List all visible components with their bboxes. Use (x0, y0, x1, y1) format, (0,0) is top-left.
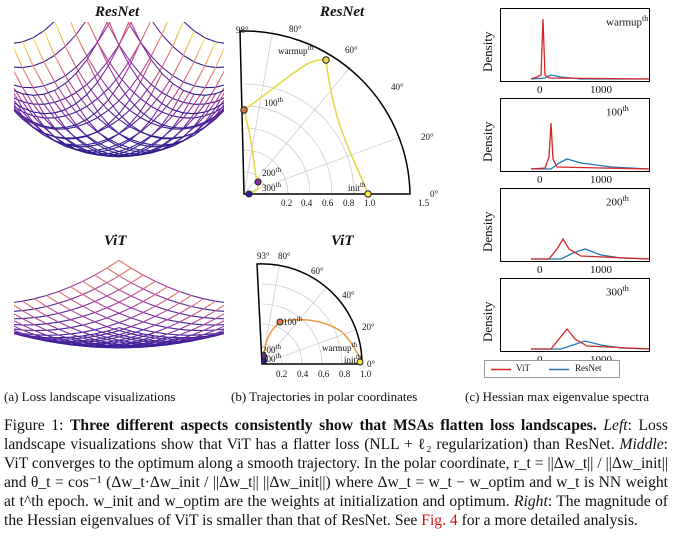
x-tick-1000: 1000 (590, 264, 612, 276)
polar-top-rtick-0.4: 0.4 (301, 198, 313, 208)
hessian-subplot-label: 300th (606, 284, 629, 299)
polar-bot-rtick-0.4: 0.4 (297, 369, 309, 379)
vit-density-curve (530, 122, 649, 170)
caption-bold: Three different aspects consistently sho… (70, 417, 597, 434)
hessian-subplot (500, 8, 650, 82)
polar-top-label-100: 100th (264, 96, 283, 108)
resnet-polar-plot (239, 30, 411, 198)
hessian-subplot (500, 278, 650, 352)
polar-bot-angle-40: 40° (342, 290, 355, 300)
caption-right-label: Right (514, 493, 548, 510)
polar-top-angle-98: 98° (236, 25, 249, 35)
x-tick-1000: 1000 (590, 174, 612, 186)
vit-polar-plot (256, 263, 364, 366)
polar-top-label-init: initth (348, 181, 366, 193)
polar-top-rtick-0.6: 0.6 (322, 198, 334, 208)
hessian-curves (530, 18, 649, 80)
polar-bot-rtick-0.6: 0.6 (318, 369, 330, 379)
caption-end-text: for a more detailed analysis. (461, 512, 638, 529)
vit-density-curve (530, 18, 649, 80)
x-tick-0: 0 (537, 84, 543, 96)
vit-density-curve (531, 237, 649, 260)
polar-top-angle-40: 40° (391, 82, 404, 92)
polar-top-rtick-1.0: 1.0 (364, 198, 376, 208)
density-axis-label: Density (480, 121, 495, 162)
caption-right-text: : The magnitude of the Hessian eigenvalu… (4, 493, 668, 529)
polar-top-rtick-1.5: 1.5 (418, 198, 430, 208)
polar-top-angle-20: 20° (421, 132, 434, 142)
polar-bot-label-300: 300th (262, 352, 281, 364)
caption-left-text: : Loss landscape visualizations show tha… (4, 417, 668, 453)
panel-b-caption: (b) Trajectories in polar coordinates (231, 389, 418, 404)
polar-bot-rtick-1.0: 1.0 (360, 369, 372, 379)
polar-top-rtick-0.2: 0.2 (281, 198, 293, 208)
vit-loss-landscape (14, 259, 224, 349)
polar-top-angle-80: 80° (289, 24, 302, 34)
polar-bot-angle-60: 60° (311, 266, 324, 276)
density-axis-label: Density (480, 301, 495, 342)
figure-label: Figure 1: (4, 417, 64, 434)
figure-caption: Figure 1: Three different aspects consis… (4, 416, 668, 530)
polar-bot-rtick-0.2: 0.2 (276, 369, 288, 379)
polar-bot-rtick-0.8: 0.8 (339, 369, 351, 379)
caption-middle-text: : ViT converges to the optimum along a s… (4, 436, 668, 510)
panel-a-caption: (a) Loss landscape visualizations (4, 389, 176, 404)
hessian-subplot-label: 100th (606, 104, 629, 119)
polar-top-label-200: 200th (262, 166, 281, 178)
hessian-subplot-label: 200th (606, 194, 629, 209)
vit-density-curve (531, 327, 649, 350)
figure-4-link[interactable]: Fig. 4 (421, 512, 458, 529)
x-tick-1000: 1000 (590, 84, 612, 96)
hessian-subplot (500, 98, 650, 172)
polar-top-label-300: 300th (262, 181, 281, 193)
legend-resnet: ResNet (575, 363, 602, 373)
panel-b-title-vit: ViT (331, 233, 354, 249)
panel-a-title-vit: ViT (104, 233, 127, 249)
polar-top-label-warmup: warmupth (278, 44, 313, 56)
hessian-curves (531, 327, 649, 350)
hessian-curves (530, 122, 649, 170)
polar-bot-label-warmup: warmupth (322, 341, 357, 353)
density-axis-label: Density (480, 211, 495, 252)
caption-middle-label: Middle (619, 436, 664, 453)
polar-bot-angle-80: 80° (278, 251, 291, 261)
polar-top-angle-60: 60° (345, 45, 358, 55)
density-axis-label: Density (480, 31, 495, 72)
polar-bot-angle-0: 0° (367, 359, 376, 369)
panel-a-title-resnet: ResNet (95, 4, 140, 20)
resnet-density-curve (531, 248, 649, 260)
polar-bot-angle-20: 20° (362, 322, 375, 332)
x-tick-0: 0 (537, 264, 543, 276)
polar-bot-label-100: 100th (283, 315, 302, 327)
resnet-loss-landscape (14, 22, 224, 158)
panel-b-title-resnet: ResNet (320, 4, 365, 20)
caption-left-label: Left (603, 417, 628, 434)
hessian-subplot (500, 188, 650, 262)
polar-top-angle-0: 0° (430, 189, 439, 199)
panel-c-caption: (c) Hessian max eigenvalue spectra (465, 389, 650, 404)
x-tick-0: 0 (537, 174, 543, 186)
polar-bot-angle-93: 93° (257, 251, 270, 261)
resnet-density-curve (531, 158, 649, 170)
polar-bot-label-init: initth (344, 353, 362, 365)
hessian-curves (531, 237, 649, 260)
legend-vit: ViT (516, 363, 530, 373)
polar-bot-label-200: 200th (262, 343, 281, 355)
hessian-subplot-label: warmupth (606, 14, 649, 29)
polar-top-rtick-0.8: 0.8 (343, 198, 355, 208)
hessian-legend: ViT ResNet (484, 360, 620, 378)
